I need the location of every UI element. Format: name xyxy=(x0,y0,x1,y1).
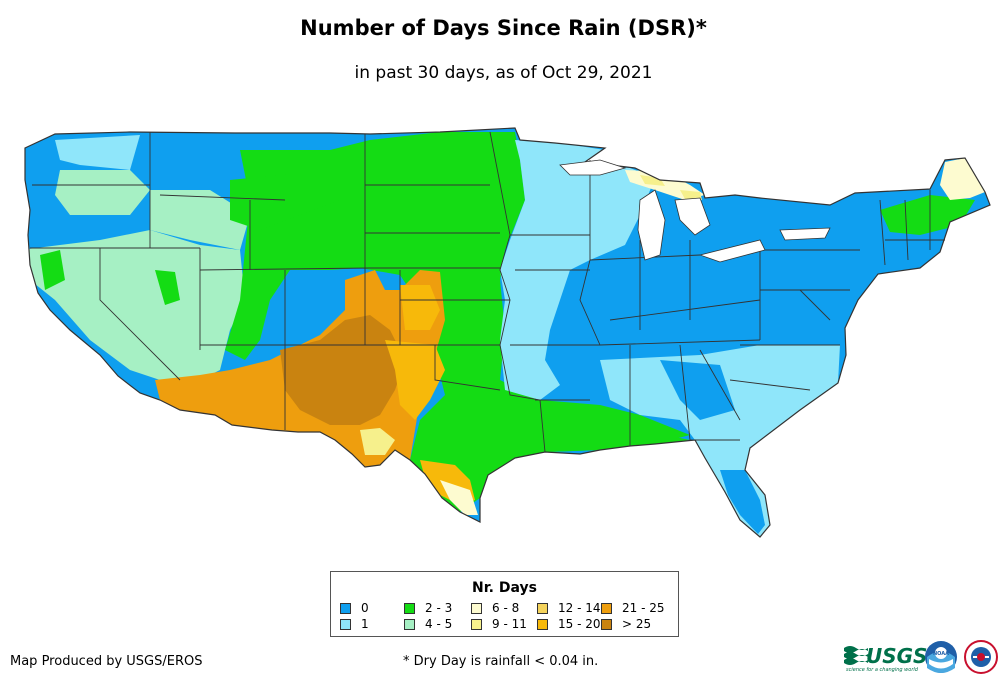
legend-label: 6 - 8 xyxy=(492,601,520,615)
legend-swatch xyxy=(340,619,351,630)
legend-label: 0 xyxy=(361,601,369,615)
agency-logos: USGS science for a changing world NOAA xyxy=(844,640,998,674)
legend-item-4: 6 - 8 xyxy=(471,602,519,616)
legend-label: 2 - 3 xyxy=(425,601,453,615)
credit-text: Map Produced by USGS/EROS xyxy=(10,654,203,669)
legend-item-3: 4 - 5 xyxy=(404,618,452,632)
legend-item-8: 21 - 25 xyxy=(601,602,665,616)
legend-label: 15 - 20 xyxy=(558,617,601,631)
usgs-tagline: science for a changing world xyxy=(846,667,919,673)
legend-item-6: 12 - 14 xyxy=(537,602,601,616)
great-lakes xyxy=(559,159,831,263)
legend-item-9: > 25 xyxy=(601,618,651,632)
map-title: Number of Days Since Rain (DSR)* xyxy=(300,16,707,40)
noaa-logo: NOAA xyxy=(925,641,957,673)
legend: Nr. Days 0 1 2 - 3 4 - 5 6 - 8 9 - 11 12… xyxy=(330,571,679,637)
legend-label: > 25 xyxy=(622,617,652,631)
legend-label: 12 - 14 xyxy=(558,601,601,615)
legend-item-1: 1 xyxy=(340,618,369,632)
legend-item-2: 2 - 3 xyxy=(404,602,452,616)
map-subtitle: in past 30 days, as of Oct 29, 2021 xyxy=(354,63,653,83)
legend-swatch xyxy=(471,603,482,614)
legend-swatch xyxy=(340,603,351,614)
noaa-text: NOAA xyxy=(933,651,949,657)
usgs-logo: USGS science for a changing world xyxy=(844,644,927,673)
footnote-text: * Dry Day is rainfall < 0.04 in. xyxy=(403,654,599,669)
legend-swatch xyxy=(537,603,548,614)
legend-item-0: 0 xyxy=(340,602,369,616)
legend-label: 4 - 5 xyxy=(425,617,453,631)
nws-logo xyxy=(964,640,998,674)
legend-swatch xyxy=(404,619,415,630)
legend-label: 1 xyxy=(361,617,369,631)
legend-swatch xyxy=(471,619,482,630)
legend-swatch xyxy=(601,603,612,614)
legend-swatch xyxy=(601,619,612,630)
legend-title: Nr. Days xyxy=(472,580,537,596)
legend-label: 21 - 25 xyxy=(622,601,665,615)
legend-swatch xyxy=(537,619,548,630)
legend-item-5: 9 - 11 xyxy=(471,618,527,632)
state-boundaries xyxy=(24,127,991,538)
legend-swatch xyxy=(404,603,415,614)
legend-label: 9 - 11 xyxy=(492,617,527,631)
legend-item-7: 15 - 20 xyxy=(537,618,601,632)
usgs-wordmark: USGS xyxy=(866,644,927,668)
